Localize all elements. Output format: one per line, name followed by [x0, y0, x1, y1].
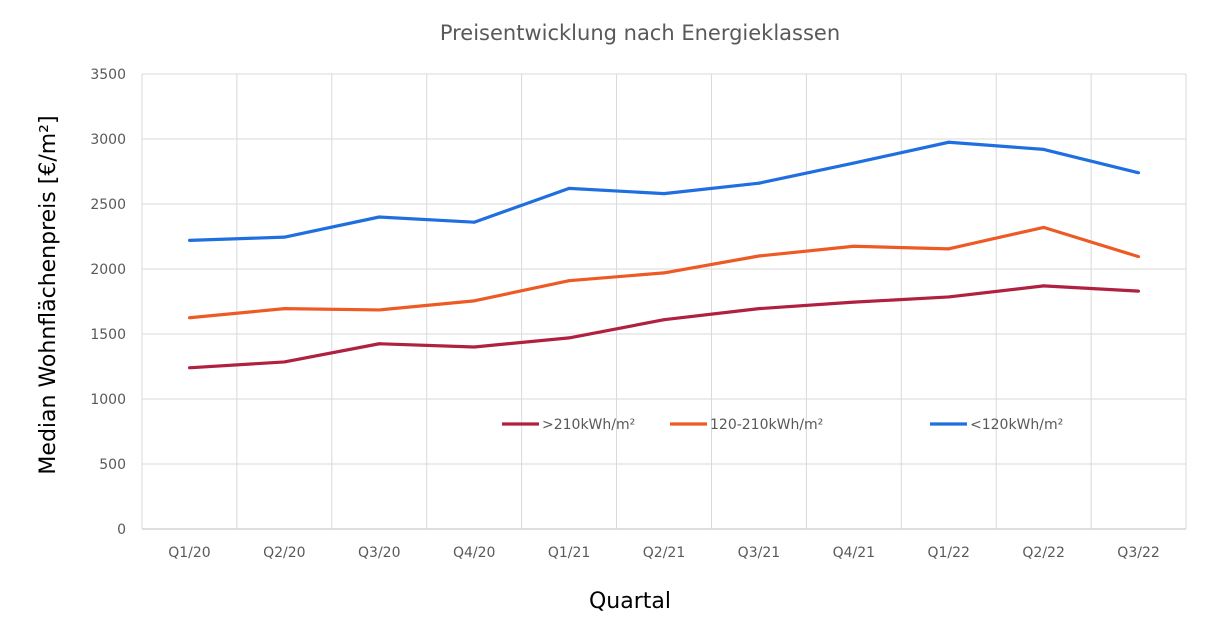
- data-point: [377, 342, 381, 346]
- data-point: [947, 247, 951, 251]
- y-tick-label: 2000: [90, 262, 126, 278]
- data-point: [567, 279, 571, 283]
- legend-label: 120-210kWh/m²: [710, 417, 823, 433]
- data-point: [187, 316, 191, 320]
- data-point: [852, 244, 856, 248]
- x-tick-label: Q4/21: [833, 545, 875, 561]
- data-point: [377, 215, 381, 219]
- x-tick-label: Q1/20: [168, 545, 210, 561]
- data-point: [757, 307, 761, 311]
- data-point: [947, 295, 951, 299]
- data-point: [662, 318, 666, 322]
- chart-title: Preisentwicklung nach Energieklassen: [440, 21, 840, 45]
- data-point: [757, 254, 761, 258]
- data-point: [662, 271, 666, 275]
- legend-label: >210kWh/m²: [542, 417, 635, 433]
- data-point: [187, 238, 191, 242]
- y-tick-label: 2500: [90, 197, 126, 213]
- x-tick-label: Q2/21: [643, 545, 685, 561]
- data-point: [282, 235, 286, 239]
- y-tick-label: 500: [99, 457, 126, 473]
- x-tick-label: Q4/20: [453, 545, 495, 561]
- x-tick-label: Q1/22: [927, 545, 969, 561]
- data-point: [1137, 289, 1141, 293]
- x-axis-label: Quartal: [589, 589, 671, 614]
- data-point: [1042, 225, 1046, 229]
- data-point: [282, 360, 286, 364]
- data-point: [567, 336, 571, 340]
- y-tick-label: 3500: [90, 67, 126, 83]
- data-point: [567, 186, 571, 190]
- data-point: [947, 140, 951, 144]
- data-point: [757, 181, 761, 185]
- y-tick-label: 1500: [90, 327, 126, 343]
- x-tick-label: Q3/21: [738, 545, 780, 561]
- data-point: [1042, 147, 1046, 151]
- y-axis-label: Median Wohnflächenpreis [€/m²]: [36, 115, 61, 474]
- data-point: [472, 345, 476, 349]
- x-tick-label: Q2/22: [1022, 545, 1064, 561]
- data-point: [472, 299, 476, 303]
- data-point: [852, 161, 856, 165]
- data-point: [472, 220, 476, 224]
- y-tick-label: 1000: [90, 392, 126, 408]
- data-point: [662, 192, 666, 196]
- legend-label: <120kWh/m²: [970, 417, 1063, 433]
- data-point: [282, 307, 286, 311]
- data-point: [1137, 255, 1141, 259]
- y-tick-label: 3000: [90, 132, 126, 148]
- x-tick-label: Q3/20: [358, 545, 400, 561]
- x-tick-label: Q3/22: [1117, 545, 1159, 561]
- data-point: [377, 308, 381, 312]
- y-tick-label: 0: [117, 522, 126, 538]
- data-point: [187, 366, 191, 370]
- x-tick-label: Q1/21: [548, 545, 590, 561]
- data-point: [852, 300, 856, 304]
- data-point: [1042, 284, 1046, 288]
- data-point: [1137, 171, 1141, 175]
- x-tick-label: Q2/20: [263, 545, 305, 561]
